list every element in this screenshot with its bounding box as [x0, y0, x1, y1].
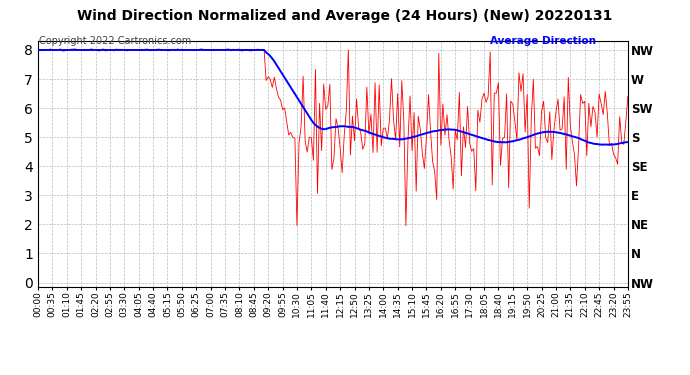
- Text: Copyright 2022 Cartronics.com: Copyright 2022 Cartronics.com: [39, 36, 191, 46]
- Text: Average Direction: Average Direction: [490, 36, 596, 46]
- Text: Wind Direction Normalized and Average (24 Hours) (New) 20220131: Wind Direction Normalized and Average (2…: [77, 9, 613, 23]
